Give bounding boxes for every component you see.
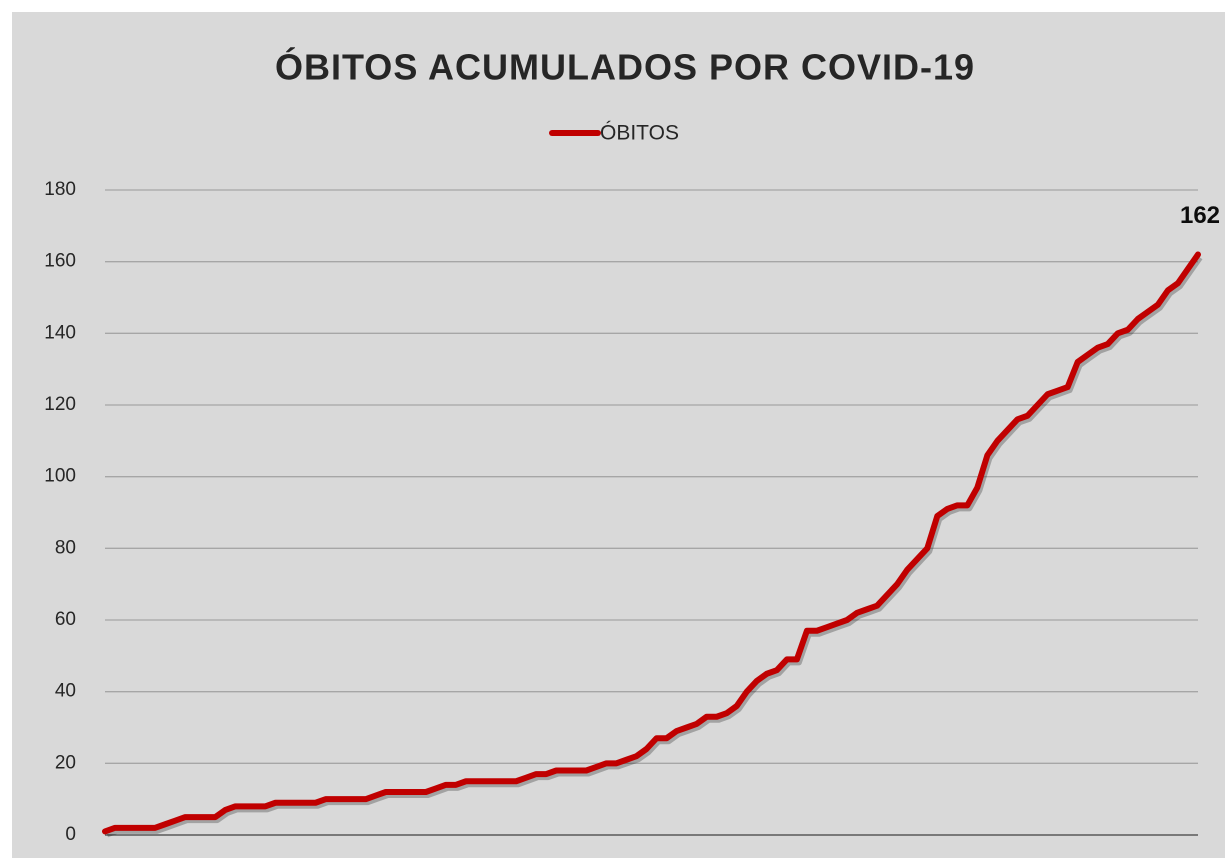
chart-background: [12, 12, 1225, 858]
y-tick-label: 60: [55, 609, 76, 630]
y-tick-label: 0: [65, 824, 76, 845]
y-tick-label: 20: [55, 752, 76, 773]
chart-title: ÓBITOS ACUMULADOS POR COVID-19: [275, 46, 975, 88]
legend-label: ÓBITOS: [600, 122, 679, 145]
y-tick-label: 180: [44, 179, 76, 200]
data-line: [102, 251, 1201, 835]
y-tick-label: 80: [55, 537, 76, 558]
y-tick-label: 140: [44, 322, 76, 343]
data-label: 162: [1180, 202, 1220, 229]
y-tick-label: 120: [44, 394, 76, 415]
y-tick-label: 100: [44, 466, 76, 487]
y-tick-label: 160: [44, 251, 76, 272]
y-tick-label: 40: [55, 681, 76, 702]
